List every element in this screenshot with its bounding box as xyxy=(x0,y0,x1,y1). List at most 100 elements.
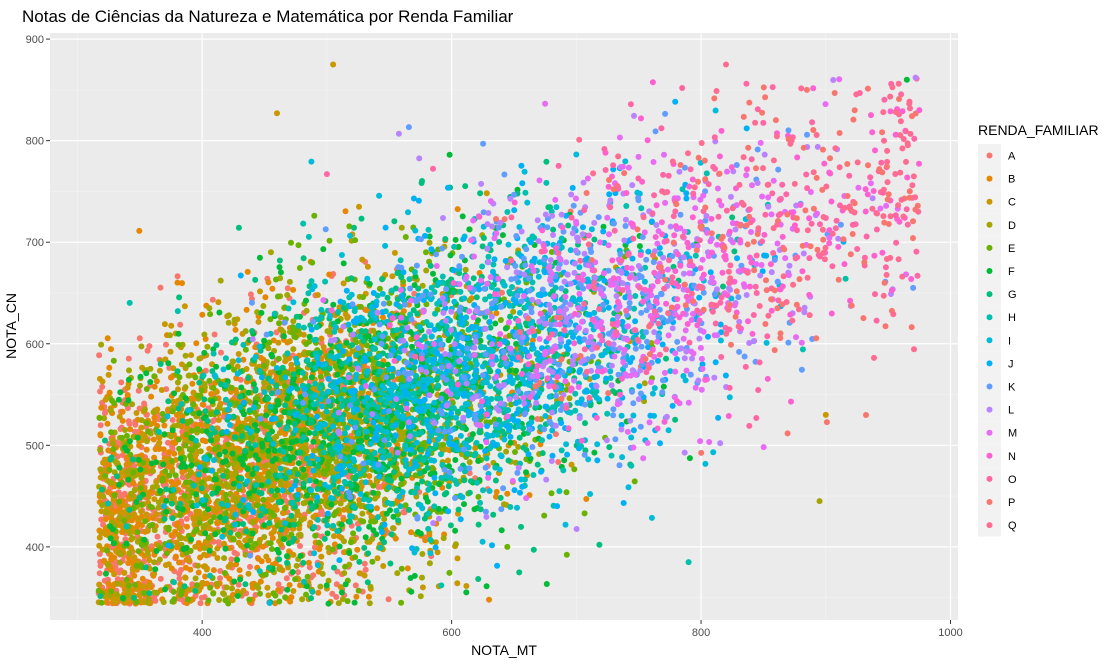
data-point-d xyxy=(366,600,373,607)
data-point-a xyxy=(115,568,122,575)
data-point-b xyxy=(286,582,293,588)
data-point-a xyxy=(146,343,153,350)
data-point-b xyxy=(161,422,168,429)
data-point-e xyxy=(296,265,303,271)
data-point-a xyxy=(135,387,142,394)
data-point-d xyxy=(160,599,167,606)
data-point-b xyxy=(148,393,155,400)
data-point-e xyxy=(210,590,217,597)
data-point-d xyxy=(206,305,213,312)
data-point-c xyxy=(165,561,172,568)
data-point-b xyxy=(98,404,105,411)
data-point-d xyxy=(223,584,230,591)
data-point-c xyxy=(161,321,168,328)
data-point-d xyxy=(107,407,114,414)
data-point-e xyxy=(631,478,638,485)
data-point-e xyxy=(281,505,288,512)
data-point-b xyxy=(176,559,182,566)
data-point-e xyxy=(398,565,405,572)
data-point-f xyxy=(137,466,144,473)
data-point-b xyxy=(202,573,208,580)
data-point-c xyxy=(105,371,112,378)
data-point-f xyxy=(152,566,159,573)
data-point-e xyxy=(475,493,482,500)
data-point-f xyxy=(463,589,470,596)
data-point-e xyxy=(132,581,139,588)
data-point-f xyxy=(237,456,244,462)
data-point-d xyxy=(182,352,189,359)
data-point-e xyxy=(210,385,217,391)
data-point-b xyxy=(184,523,190,530)
data-point-d xyxy=(217,277,224,284)
data-point-b xyxy=(97,431,104,438)
data-point-d xyxy=(221,555,228,562)
data-point-f xyxy=(304,492,310,499)
data-point-b xyxy=(208,391,215,397)
data-point-e xyxy=(108,588,115,595)
data-point-f xyxy=(284,586,291,593)
data-point-a xyxy=(237,376,244,383)
data-point-d xyxy=(104,562,111,568)
data-point-e xyxy=(541,512,548,519)
data-point-e xyxy=(301,472,308,479)
data-point-a xyxy=(174,273,181,280)
data-point-d xyxy=(155,499,162,506)
data-point-f xyxy=(175,330,182,337)
data-point-a xyxy=(118,379,125,386)
data-point-a xyxy=(284,285,291,292)
data-point-e xyxy=(143,420,150,426)
data-point-d xyxy=(174,422,181,429)
data-point-b xyxy=(288,594,295,601)
data-point-b xyxy=(493,493,499,500)
data-point-f xyxy=(343,339,350,346)
data-point-d xyxy=(284,292,291,298)
data-point-e xyxy=(176,512,183,519)
data-point-c xyxy=(419,584,426,591)
data-point-f xyxy=(370,489,377,496)
data-point-e xyxy=(123,576,130,583)
data-point-a xyxy=(552,431,559,438)
data-point-e xyxy=(563,489,570,496)
data-point-d xyxy=(394,570,401,577)
data-point-f xyxy=(209,398,216,405)
data-point-f xyxy=(591,449,598,456)
data-point-f xyxy=(213,476,219,483)
data-point-d xyxy=(128,491,135,498)
data-point-b xyxy=(151,383,158,390)
data-point-a xyxy=(400,509,407,516)
data-point-d xyxy=(566,395,573,402)
data-point-e xyxy=(360,294,366,301)
data-point-d xyxy=(293,562,300,569)
data-point-e xyxy=(350,530,357,537)
data-point-e xyxy=(193,582,200,589)
data-point-f xyxy=(430,270,436,277)
data-point-c xyxy=(192,543,199,550)
chart-title: Notas de Ciências da Natureza e Matemáti… xyxy=(22,7,514,26)
data-point-e xyxy=(571,466,578,473)
data-point-f xyxy=(165,360,172,367)
data-point-c xyxy=(356,203,362,210)
data-point-a xyxy=(99,383,106,390)
data-point-f xyxy=(502,325,509,332)
data-point-c xyxy=(112,598,119,605)
data-point-f xyxy=(245,389,252,396)
data-point-b xyxy=(365,593,372,600)
data-point-f xyxy=(258,482,265,489)
data-point-e xyxy=(190,401,196,408)
data-point-c xyxy=(96,581,103,588)
data-point-d xyxy=(97,466,104,473)
data-point-e xyxy=(192,374,199,381)
data-point-e xyxy=(249,435,256,442)
data-point-f xyxy=(284,395,291,402)
data-point-d xyxy=(317,583,324,590)
data-point-a xyxy=(96,570,103,577)
data-point-f xyxy=(265,447,272,454)
data-point-f xyxy=(340,260,347,267)
data-point-b xyxy=(105,580,112,587)
data-point-a xyxy=(362,566,369,573)
data-point-c xyxy=(167,348,174,355)
data-point-c xyxy=(463,583,470,589)
data-point-f xyxy=(169,427,176,434)
data-point-a xyxy=(96,551,103,557)
data-point-d xyxy=(261,534,268,540)
